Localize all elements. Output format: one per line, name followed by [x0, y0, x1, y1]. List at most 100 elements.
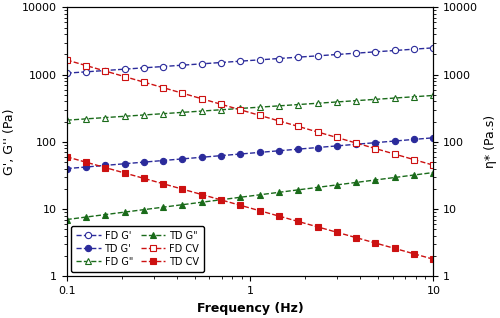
FD G' [256, 58, 262, 62]
FD G" [160, 112, 166, 115]
FD G" [83, 117, 89, 121]
TD CV [141, 176, 147, 180]
TD G' [218, 154, 224, 157]
FD G' [122, 67, 128, 71]
TD G" [198, 200, 204, 204]
FD G" [256, 105, 262, 109]
Y-axis label: η* (Pa.s): η* (Pa.s) [484, 115, 496, 169]
FD G" [198, 109, 204, 113]
FD CV [198, 97, 204, 100]
FD CV [180, 91, 186, 95]
Y-axis label: G', G'' (Pa): G', G'' (Pa) [4, 109, 16, 175]
TD CV [430, 257, 436, 261]
TD G' [296, 147, 302, 151]
X-axis label: Frequency (Hz): Frequency (Hz) [196, 302, 304, 315]
TD CV [334, 230, 340, 234]
FD CV [314, 130, 320, 134]
TD G" [392, 176, 398, 179]
TD CV [314, 225, 320, 229]
TD G' [64, 167, 70, 170]
FD G" [238, 107, 244, 110]
TD G' [392, 139, 398, 143]
TD G" [296, 188, 302, 192]
TD CV [296, 219, 302, 223]
FD CV [102, 69, 108, 73]
Legend: FD G', TD G', FD G", TD G", FD CV, TD CV: FD G', TD G', FD G", TD G", FD CV, TD CV [72, 226, 204, 272]
TD G" [334, 183, 340, 187]
TD CV [353, 236, 359, 239]
TD G' [334, 144, 340, 148]
TD G" [411, 173, 417, 177]
FD G' [411, 47, 417, 51]
FD G" [392, 96, 398, 100]
FD CV [411, 158, 417, 162]
TD G" [314, 185, 320, 189]
FD CV [83, 64, 89, 67]
TD G' [83, 165, 89, 169]
FD G' [314, 54, 320, 58]
FD G' [353, 51, 359, 55]
FD CV [64, 58, 70, 62]
FD G" [64, 118, 70, 122]
FD G' [238, 59, 244, 63]
TD CV [64, 155, 70, 159]
FD G" [180, 110, 186, 114]
Line: FD G': FD G' [64, 45, 436, 76]
FD G" [430, 93, 436, 97]
TD G' [430, 136, 436, 140]
FD G" [372, 97, 378, 101]
TD CV [238, 204, 244, 207]
FD G' [218, 61, 224, 65]
TD G' [372, 141, 378, 145]
FD CV [392, 152, 398, 156]
FD G' [392, 49, 398, 52]
FD G' [296, 55, 302, 59]
TD G' [256, 150, 262, 154]
TD G" [83, 215, 89, 219]
TD G' [238, 152, 244, 156]
TD G" [353, 181, 359, 184]
TD G' [314, 146, 320, 149]
TD CV [218, 198, 224, 202]
TD CV [122, 171, 128, 175]
TD CV [276, 214, 282, 218]
Line: TD G': TD G' [64, 135, 436, 172]
FD CV [218, 102, 224, 106]
TD G' [411, 137, 417, 141]
TD G" [141, 208, 147, 211]
FD G' [160, 65, 166, 68]
FD G" [296, 103, 302, 107]
TD G" [218, 198, 224, 202]
FD G' [430, 46, 436, 50]
Line: TD CV: TD CV [64, 154, 436, 262]
FD CV [276, 119, 282, 123]
FD G' [141, 66, 147, 70]
TD G" [64, 218, 70, 221]
FD G' [198, 62, 204, 66]
FD G" [411, 95, 417, 99]
TD G" [102, 213, 108, 217]
TD CV [198, 193, 204, 197]
TD CV [102, 166, 108, 169]
TD G" [276, 190, 282, 194]
FD CV [372, 147, 378, 150]
Line: FD CV: FD CV [64, 57, 436, 168]
FD G' [334, 52, 340, 56]
TD G' [141, 160, 147, 164]
FD G' [102, 69, 108, 73]
TD G" [430, 171, 436, 175]
FD G" [314, 101, 320, 105]
TD G' [160, 159, 166, 162]
TD CV [392, 246, 398, 250]
TD CV [180, 187, 186, 191]
TD CV [83, 160, 89, 164]
TD CV [256, 209, 262, 213]
TD G' [353, 142, 359, 146]
Line: FD G": FD G" [64, 92, 436, 123]
TD G" [372, 178, 378, 182]
FD G' [180, 63, 186, 67]
FD CV [296, 125, 302, 128]
FD CV [238, 108, 244, 112]
FD G' [83, 70, 89, 74]
TD G" [238, 195, 244, 199]
